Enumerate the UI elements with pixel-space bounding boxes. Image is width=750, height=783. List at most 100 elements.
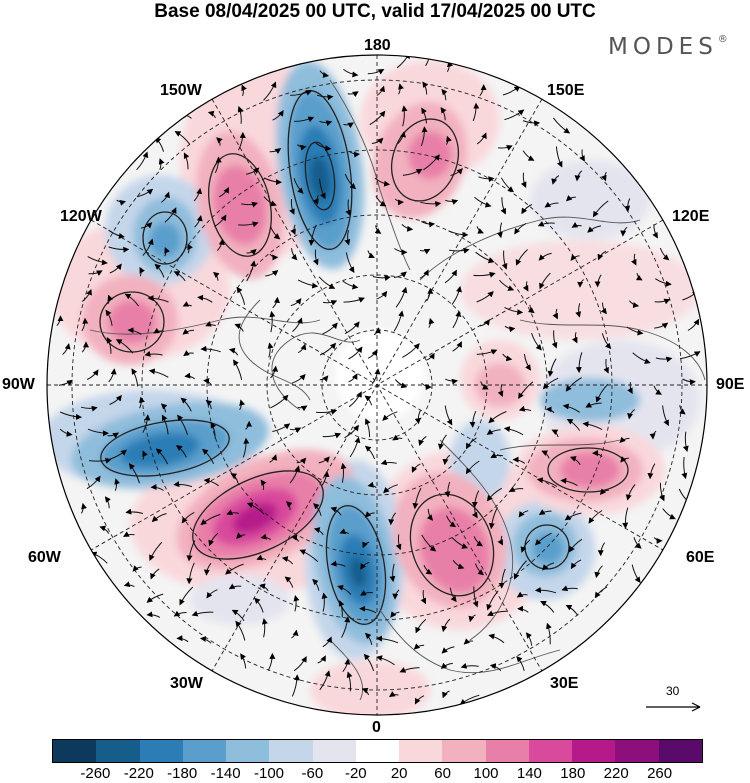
wind-vector — [203, 378, 212, 386]
wind-vector — [566, 419, 581, 431]
wind-vector — [107, 432, 119, 439]
wind-vector — [620, 456, 629, 463]
wind-vector — [561, 585, 578, 592]
wind-vector — [313, 195, 319, 206]
wind-vector — [441, 646, 455, 654]
wind-vector — [489, 663, 502, 672]
wind-vector — [139, 266, 145, 277]
wind-vector — [399, 667, 420, 673]
wind-vector — [146, 611, 161, 618]
wind-vector — [552, 117, 571, 134]
wind-vector — [293, 177, 304, 194]
wind-vector — [440, 662, 453, 669]
wind-vector — [148, 368, 169, 378]
wind-vector — [322, 300, 338, 306]
wind-vector — [522, 281, 529, 292]
wind-vector — [344, 230, 351, 246]
wind-vector — [81, 317, 89, 332]
wind-vector — [448, 230, 469, 238]
wind-vector — [592, 450, 603, 457]
wind-vector — [297, 405, 308, 412]
colorbar-tick-label: -20 — [344, 765, 367, 782]
wind-vector — [285, 501, 293, 511]
wind-vector — [388, 691, 399, 697]
wind-vector — [272, 423, 291, 432]
wind-vector — [364, 395, 373, 406]
wind-vector — [440, 107, 447, 121]
wind-vector — [367, 69, 385, 75]
wind-vector — [499, 279, 515, 291]
wind-vector — [441, 88, 448, 101]
wind-vector — [107, 449, 127, 461]
colorbar-cell — [442, 740, 486, 762]
wind-vector — [364, 445, 376, 460]
wind-vector — [466, 437, 477, 450]
wind-vector — [360, 590, 373, 596]
wind-vector — [594, 274, 602, 288]
wind-vector — [679, 405, 686, 415]
wind-vector — [426, 287, 434, 302]
wind-vector — [465, 460, 480, 475]
wind-vector — [425, 352, 435, 361]
wind-vector — [421, 382, 432, 391]
wind-vector — [321, 592, 328, 612]
wind-vector — [164, 207, 177, 223]
wind-vector — [207, 110, 216, 119]
wind-vector — [652, 224, 658, 239]
wind-vector — [625, 484, 636, 501]
wind-vector — [228, 583, 242, 590]
colorbar-cell — [528, 740, 573, 762]
wind-vector — [422, 81, 429, 95]
wind-vector — [364, 511, 375, 518]
colorbar-tick-label: 20 — [390, 765, 408, 782]
brand-name: MODES — [608, 34, 718, 60]
wind-vector — [659, 247, 670, 261]
wind-vector — [322, 636, 332, 648]
wind-vector — [441, 618, 451, 633]
wind-vector — [241, 84, 247, 97]
wind-vector — [214, 214, 227, 228]
wind-vector — [150, 568, 160, 580]
wind-vector — [313, 503, 322, 516]
wind-vector — [396, 55, 410, 69]
wind-vector — [473, 271, 496, 278]
wind-vector — [158, 158, 165, 170]
wind-vector — [123, 531, 135, 537]
wind-vector — [451, 285, 462, 305]
wind-vector — [393, 310, 405, 332]
wind-vector — [452, 341, 462, 352]
wind-vector — [263, 196, 277, 207]
wind-vector — [392, 589, 400, 600]
wind-vector — [296, 144, 307, 151]
wind-vector — [418, 435, 427, 447]
brand-logo: MODES® — [608, 34, 728, 60]
wind-vector — [551, 429, 559, 438]
wind-vector — [234, 323, 244, 332]
wind-vector — [476, 349, 498, 355]
wind-vector — [297, 343, 307, 354]
wind-vector — [267, 342, 274, 358]
wind-vector — [322, 432, 342, 439]
wind-vector — [411, 463, 421, 473]
wind-vector — [513, 560, 527, 580]
wind-vector — [109, 263, 122, 274]
lon-label-90w: 90W — [2, 376, 35, 393]
wind-vector — [80, 405, 98, 412]
wind-vector — [269, 253, 279, 261]
wind-vector — [452, 310, 462, 329]
wind-vector — [155, 448, 169, 465]
wind-vector — [541, 450, 550, 459]
lon-label-90e: 90E — [716, 376, 745, 393]
wind-vector — [318, 456, 330, 464]
wind-vector — [421, 107, 427, 124]
wind-vector — [80, 502, 87, 514]
map-title: Base 08/04/2025 00 UTC, valid 17/04/2025… — [154, 1, 596, 22]
colorbar-tick-label: -220 — [123, 765, 154, 782]
wind-vector — [428, 317, 435, 328]
lon-label-60w: 60W — [28, 549, 61, 566]
wind-vector — [184, 372, 196, 380]
wind-vector — [315, 142, 332, 152]
wind-vector — [161, 414, 169, 435]
wind-vector — [421, 221, 436, 228]
wind-vector — [210, 422, 217, 439]
